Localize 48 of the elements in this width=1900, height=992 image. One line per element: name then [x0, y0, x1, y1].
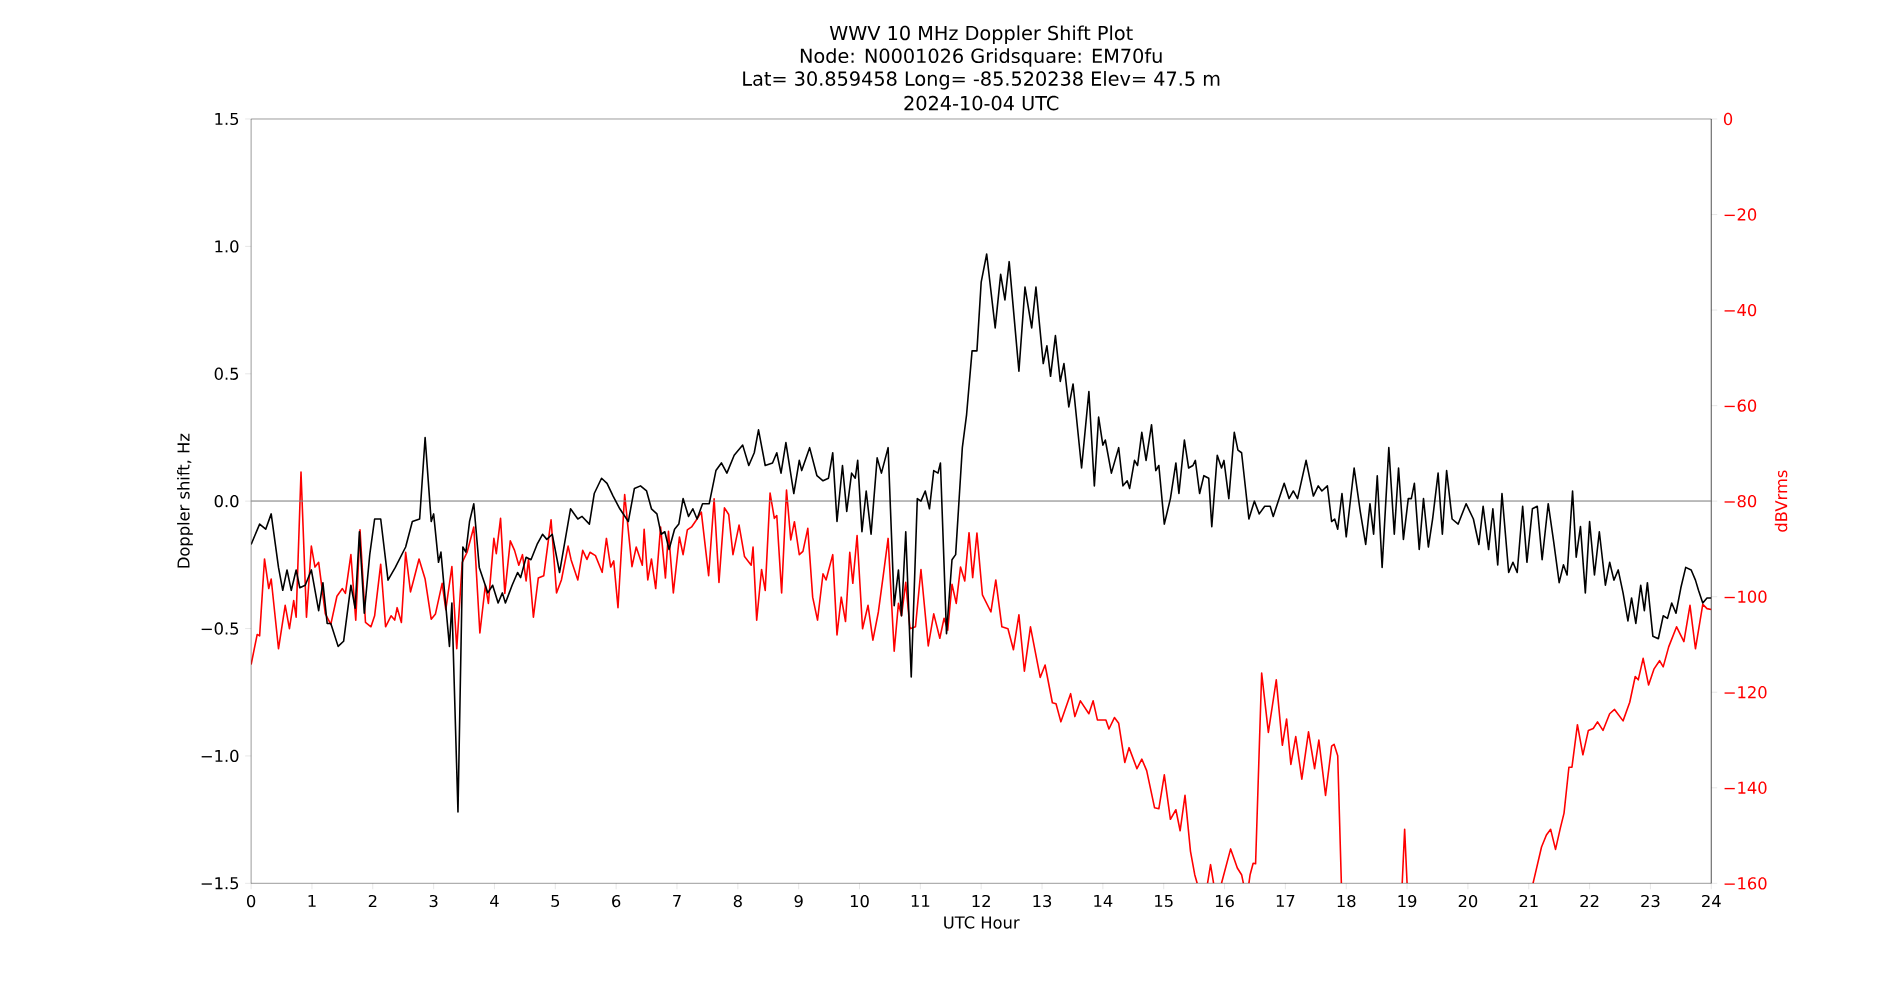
- x-tick-label: 8: [733, 894, 742, 908]
- chart-title: WWV 10 MHz Doppler Shift Plot: [829, 25, 1133, 45]
- x-tick-label: 23: [1641, 894, 1660, 908]
- y2-tick-label: −40: [1724, 304, 1757, 317]
- x-tick-label: 15: [1155, 894, 1173, 908]
- y2-tick-label: −160: [1724, 877, 1767, 890]
- x-tick-label: 0: [247, 894, 256, 908]
- y-tick-label: 1.5: [215, 113, 239, 126]
- x-tick-label: 4: [490, 894, 499, 907]
- x-tick-label: 12: [972, 894, 990, 908]
- y2-tick-label: −80: [1724, 495, 1757, 508]
- text: 2024-10-04 UTC: [904, 95, 1059, 111]
- x-tick-label: 18: [1337, 894, 1356, 908]
- text: Lat= 30.859458 Long= -85.520238 Elev= 47.5 m: [743, 71, 1220, 90]
- x-tick-label: 7: [673, 894, 681, 907]
- x-tick-label: 24: [1702, 894, 1721, 908]
- y-axis-title: Doppler shift, Hz: [177, 433, 193, 568]
- x-tick-label: 16: [1215, 894, 1234, 908]
- y2-tick-label: −140: [1724, 781, 1767, 795]
- x-tick-label: 5: [551, 894, 560, 908]
- y2-tick-label: −100: [1724, 590, 1767, 603]
- y2-tick-label: −60: [1724, 399, 1757, 412]
- x-tick-label: 9: [794, 894, 803, 908]
- y-tick-label: 0.5: [214, 367, 239, 381]
- x-tick-label: 2: [368, 894, 377, 908]
- y2-axis-title: dBVrms: [1774, 470, 1788, 532]
- y2-tick-label: −20: [1724, 208, 1757, 221]
- x-tick-label: 11: [911, 894, 930, 907]
- x-tick-label: 19: [1398, 894, 1417, 908]
- x-tick-label: 20: [1458, 894, 1478, 908]
- x-tick-label: 1: [308, 894, 316, 907]
- x-tick-label: 22: [1580, 894, 1599, 908]
- x-tick-label: 17: [1276, 894, 1295, 907]
- y2-tick-label: 0: [1723, 112, 1733, 126]
- y-tick-label: −1.0: [201, 749, 239, 763]
- y2-tick-label: −120: [1724, 686, 1767, 699]
- x-tick-label: 14: [1094, 894, 1113, 907]
- y-tick-label: 0.0: [214, 495, 239, 508]
- y-tick-label: −0.5: [201, 622, 239, 635]
- y-tick-label: 1.0: [215, 240, 239, 253]
- x-tick-label: 13: [1033, 894, 1052, 908]
- x-tick-label: 6: [612, 894, 621, 908]
- y-tick-label: −1.5: [201, 877, 239, 890]
- x-tick-label: 10: [850, 894, 869, 908]
- chart-subtitle: Node: N0001026 Gridsquare: EM70fu: [800, 48, 1162, 67]
- x-tick-label: 21: [1519, 894, 1538, 908]
- x-tick-label: 3: [429, 894, 438, 908]
- x-axis-title: UTC Hour: [944, 916, 1020, 929]
